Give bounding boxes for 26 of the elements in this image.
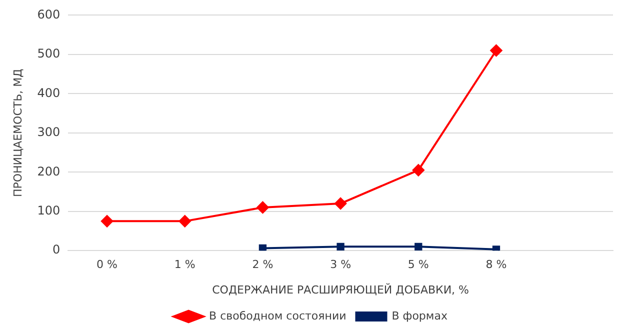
y-tick-label: 100 [37,203,60,218]
y-tick-label: 400 [37,86,60,100]
legend-label: В свободном состоянии [209,309,346,322]
y-axis-title: ПРОНИЦАЕМОСТЬ, МД [11,68,24,198]
y-tick-label: 600 [37,7,60,22]
y-tick-label: 300 [37,125,60,140]
point [256,201,269,214]
x-tick-label: 1 % [174,258,196,272]
x-tick-label: 5 % [408,258,429,272]
x-tick-label: 8 % [486,258,507,272]
point [334,198,347,210]
x-tick-label: 2 % [252,258,274,272]
point [414,242,422,251]
point [101,215,114,228]
point [490,44,502,57]
y-tick-label: 500 [37,46,60,61]
y-tick-label: 0 [52,242,60,257]
x-tick-label: 3 % [330,258,352,272]
x-tick-label: 0 % [96,258,118,272]
legend-label: В формах [392,309,448,322]
y-tick-label: 200 [37,164,60,178]
point [258,244,267,251]
point [178,215,191,228]
point [412,164,424,176]
point [336,242,344,251]
x-axis-title: СОДЕРЖАНИЕ РАСШИРЯЮЩЕЙ ДОБАВКИ, % [212,282,469,296]
